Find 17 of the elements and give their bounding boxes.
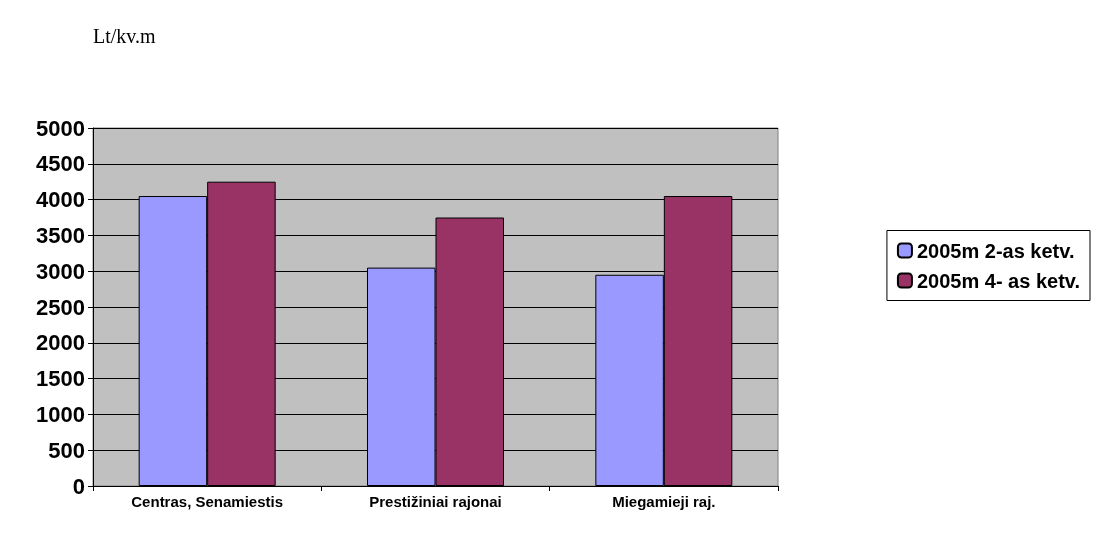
y-tick-label: 3000 <box>36 258 85 284</box>
y-tick-label: 1500 <box>36 366 85 392</box>
legend-label: 2005m 4- as ketv. <box>916 269 1080 292</box>
x-tick-label: Centras, Senamiestis <box>131 493 284 510</box>
y-tick-label: 4000 <box>36 187 85 213</box>
legend-label: 2005m 2-as ketv. <box>916 239 1075 262</box>
x-tick-label: Miegamieji raj. <box>612 493 716 510</box>
x-tick-label: Prestižiniai rajonai <box>369 493 502 510</box>
y-tick-label: 4500 <box>36 151 85 177</box>
y-tick-label: 2500 <box>36 294 85 320</box>
y-tick-label: 500 <box>48 437 85 463</box>
y-tick-label: 3500 <box>36 222 85 248</box>
y-tick-label: 5000 <box>36 115 85 141</box>
y-tick-label: 0 <box>72 473 85 499</box>
y-tick-label: 1000 <box>36 401 85 427</box>
y-axis-title: Lt/kv.m <box>93 25 157 47</box>
y-tick-label: 2000 <box>36 330 85 356</box>
